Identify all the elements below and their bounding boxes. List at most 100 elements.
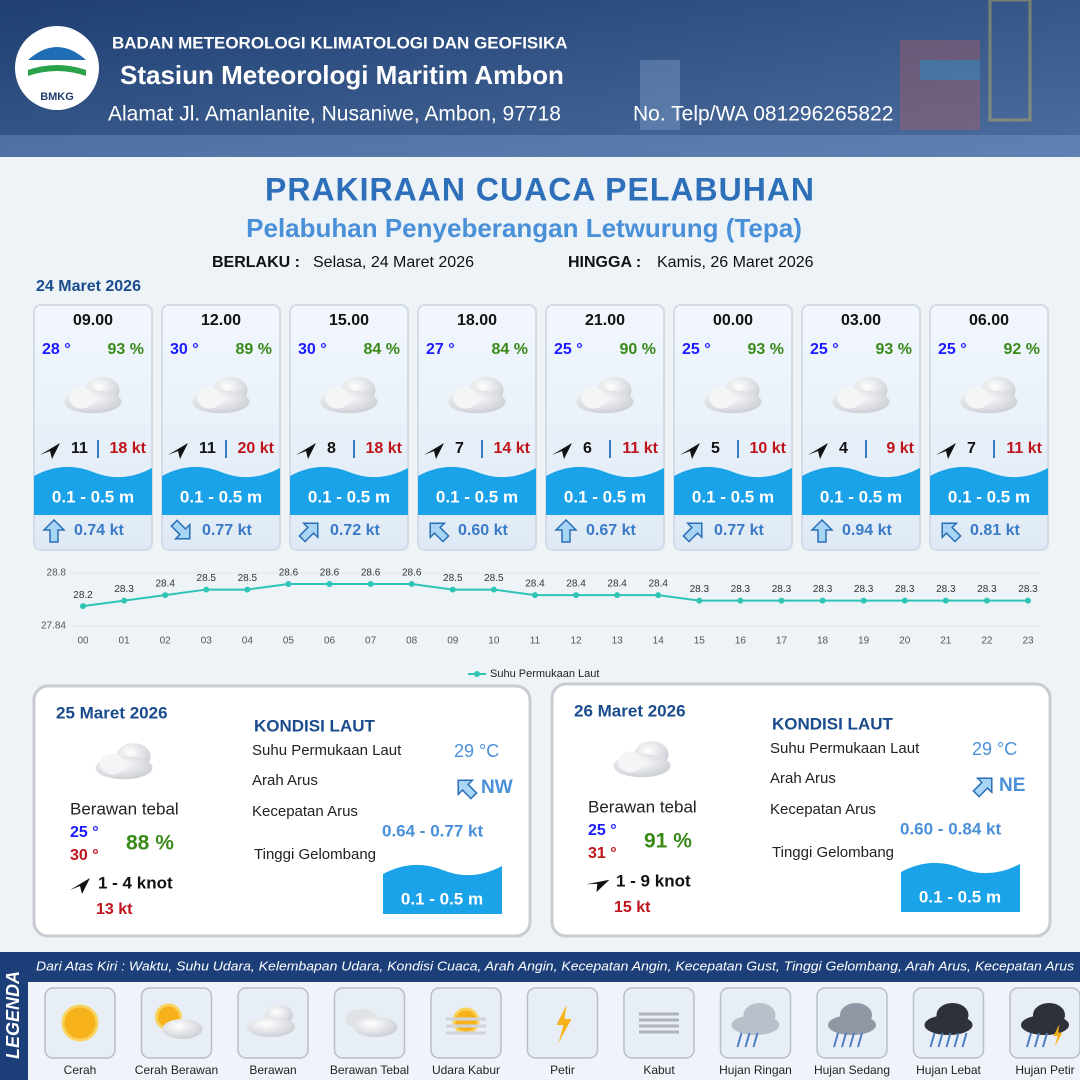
rain-drop — [961, 1032, 968, 1048]
cloud-icon — [576, 377, 634, 414]
wave-shape — [802, 466, 920, 515]
cloud-part — [353, 1017, 398, 1037]
data-point — [901, 597, 908, 604]
card-current: 0.72 kt — [330, 522, 380, 539]
legend-item-label: Petir — [550, 1063, 575, 1077]
data-label: 28.6 — [361, 568, 381, 579]
cloud-part — [325, 387, 350, 409]
legend-icon — [345, 1009, 398, 1037]
card-temp: 25 ° — [810, 341, 839, 358]
data-label: 28.4 — [155, 579, 175, 590]
x-tick-label: 06 — [324, 636, 336, 647]
current-arrow — [170, 519, 191, 540]
card-humidity: 93 % — [748, 341, 784, 358]
sst-value: 29 °C — [454, 741, 499, 761]
card-humidity: 89 % — [236, 341, 272, 358]
day-humidity: 88 % — [126, 832, 174, 855]
current-dir-label: Arah Arus — [252, 772, 318, 789]
bolt-group — [1053, 1024, 1063, 1047]
cloud-part — [69, 387, 94, 409]
card-wind: 6 — [583, 440, 592, 457]
current-arrow — [298, 522, 319, 543]
legend-icon — [247, 1005, 295, 1037]
logo-stripe — [28, 65, 86, 76]
card-temp: 25 ° — [682, 341, 711, 358]
x-tick-label: 01 — [119, 636, 131, 647]
cloud-part — [453, 387, 478, 409]
x-tick-label: 15 — [694, 636, 706, 647]
card-wind: 5 — [711, 440, 720, 457]
x-tick-label: 21 — [940, 636, 952, 647]
x-tick-label: 12 — [570, 636, 582, 647]
cloud-icon — [192, 377, 250, 414]
card-gust: 11 kt — [1006, 440, 1042, 457]
day-temp-max: 30 ° — [70, 847, 99, 864]
day-gust: 13 kt — [96, 901, 133, 918]
data-label: 28.3 — [813, 584, 833, 595]
sst-value: 29 °C — [972, 739, 1017, 759]
cloud-part — [731, 1015, 780, 1035]
header-banner — [0, 0, 1080, 157]
rain-drop — [744, 1032, 751, 1048]
data-label: 28.5 — [484, 573, 504, 584]
card-wind: 7 — [967, 440, 976, 457]
agency: BADAN METEOROLOGI KLIMATOLOGI DAN GEOFIS… — [112, 33, 568, 52]
card-wave: 0.1 - 0.5 m — [180, 487, 262, 506]
cloud-part — [1021, 1015, 1069, 1035]
card-gust: 9 kt — [886, 440, 914, 457]
x-tick-label: 00 — [77, 636, 89, 647]
y-tick-label: 28.8 — [47, 568, 67, 579]
card-wave: 0.1 - 0.5 m — [948, 487, 1030, 506]
data-point — [162, 592, 169, 599]
current-dir: NW — [481, 777, 513, 798]
x-tick-label: 17 — [776, 636, 788, 647]
data-point — [408, 581, 415, 588]
card-wave: 0.1 - 0.5 m — [692, 487, 774, 506]
x-tick-label: 13 — [612, 636, 624, 647]
wind-arrow — [296, 443, 316, 459]
data-label: 28.4 — [525, 579, 545, 590]
card-wave: 0.1 - 0.5 m — [52, 487, 134, 506]
data-label: 28.3 — [1018, 584, 1038, 595]
card-time: 09.00 — [73, 312, 113, 329]
card-gust: 11 kt — [622, 440, 658, 457]
legend-icon — [556, 1005, 572, 1043]
data-point — [121, 597, 128, 604]
data-label: 28.3 — [772, 584, 792, 595]
data-point — [285, 581, 292, 588]
card-time: 03.00 — [841, 312, 881, 329]
x-tick-label: 10 — [488, 636, 500, 647]
valid-from: Selasa, 24 Maret 2026 — [313, 254, 474, 271]
day-temp-min: 25 ° — [70, 824, 99, 841]
card-wave: 0.1 - 0.5 m — [820, 487, 902, 506]
data-label: 28.4 — [607, 579, 627, 590]
today-date: 24 Maret 2026 — [36, 278, 141, 295]
cloud-icon — [448, 377, 506, 414]
cloud-icon — [320, 377, 378, 414]
day-wave: 0.1 - 0.5 m — [919, 887, 1001, 906]
card-current: 0.77 kt — [714, 522, 764, 539]
series-line — [82, 583, 1028, 608]
card-wind: 7 — [455, 440, 464, 457]
current-arrow — [810, 518, 834, 543]
card-wave: 0.1 - 0.5 m — [308, 487, 390, 506]
rain-drop — [736, 1032, 743, 1048]
data-point — [1025, 597, 1031, 604]
valid-from-label: BERLAKU : — [212, 254, 300, 271]
rain-drop — [857, 1032, 863, 1048]
card-time: 00.00 — [713, 312, 753, 329]
cloud-icon — [95, 743, 153, 780]
card-gust: 10 kt — [750, 440, 787, 457]
cloud-part — [965, 387, 990, 409]
rain-drop — [849, 1032, 855, 1048]
wind-arrow — [168, 443, 188, 459]
day-date: 25 Maret 2026 — [56, 703, 168, 722]
rain-drop — [752, 1032, 759, 1048]
x-tick-label: 22 — [981, 636, 993, 647]
x-tick-label: 03 — [201, 636, 213, 647]
rain-drop — [833, 1032, 839, 1048]
rain-drop — [953, 1032, 960, 1048]
card-time: 15.00 — [329, 312, 369, 329]
